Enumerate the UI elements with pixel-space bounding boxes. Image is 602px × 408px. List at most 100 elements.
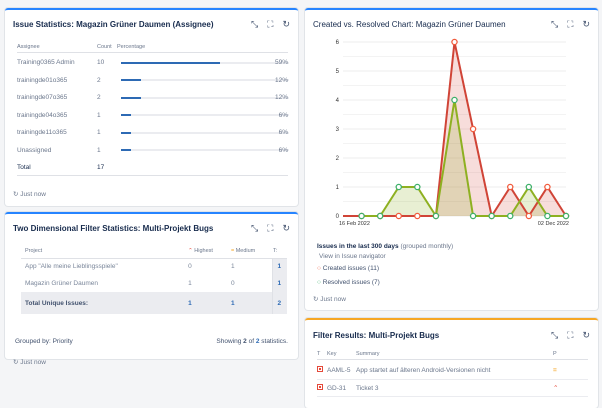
count-link[interactable]: 1 [97,129,101,136]
maximize-icon[interactable]: ⛶ [567,19,574,29]
data-point[interactable] [469,125,477,133]
data-point[interactable] [358,212,365,220]
minimize-icon[interactable]: ⤡ [250,223,259,233]
y-tick-label: 1 [336,185,340,191]
data-point[interactable] [414,183,421,191]
issue-summary-link[interactable]: Ticket 3 [356,384,379,392]
issue-navigator-link[interactable]: View in Issue navigator [319,253,386,260]
series-line [361,99,566,219]
project-link[interactable]: Magazin Grüner Daumen [25,280,98,287]
x-label-start: 16 Feb 2022 [339,221,370,227]
two-dimensional-gadget: Two Dimensional Filter Statistics: Multi… [5,212,298,366]
assignee-link[interactable]: trainingde04o365 [17,111,68,119]
data-point[interactable] [544,183,551,191]
minimize-icon[interactable]: ⤡ [550,19,559,29]
legend-created: ○ Created issues (11) [317,265,379,272]
issue-key-link[interactable]: GD-31 [327,384,347,392]
medium-priority-icon: = [230,247,235,254]
col-medium: Medium [235,247,256,254]
percentage-bar [121,61,289,64]
assignee-link[interactable]: trainingde07o365 [17,94,68,101]
maximize-icon[interactable]: ⛶ [267,223,274,233]
count-link[interactable]: 1 [97,146,101,154]
issue-summary-link[interactable]: App startet auf älteren Android-Versione… [356,366,491,374]
table-row: Unassigned 1 6% [17,142,289,159]
refresh-icon[interactable]: ↻ [13,191,19,198]
medium-priority-icon: = [553,366,557,374]
count-link[interactable]: 1 [97,111,101,119]
assignee-link[interactable]: Training0365 Admin [17,59,75,66]
y-tick-label: 4 [336,98,340,104]
data-point[interactable] [506,183,514,191]
gadget-title: Issue Statistics: Magazin Grüner Daumen … [13,20,214,29]
percentage-bar [121,131,289,134]
data-point[interactable] [562,212,570,220]
cell-link[interactable]: 0 [230,280,235,287]
maximize-icon[interactable]: ⛶ [567,330,574,340]
table-row: GD-31 Ticket 3 ⌃ [317,379,588,397]
cell-link[interactable]: 1 [188,280,192,287]
total-label: Total [17,163,31,171]
legend-resolved: ○ Resolved issues (7) [317,279,380,286]
highest-priority-icon: ⌃ [553,385,559,392]
data-point[interactable] [432,212,440,220]
data-point[interactable] [488,212,495,220]
percentage-bar [121,114,289,116]
data-point[interactable] [451,38,458,46]
minimize-icon[interactable]: ⤡ [250,19,259,29]
bug-icon [317,366,327,374]
cell-link[interactable]: 0 [188,263,192,271]
percentage-bar [121,96,289,99]
refresh-icon[interactable]: ↻ [313,296,319,303]
project-link[interactable]: App "Alle meine Lieblingsspiele" [25,263,118,271]
cell-link[interactable]: 1 [188,299,192,307]
col-key: Key [327,350,337,357]
minimize-icon[interactable]: ⤡ [550,330,559,340]
cell-link[interactable]: 1 [230,299,235,307]
issue-key-link[interactable]: AAML-5 [327,366,351,374]
col-summary: Summary [356,350,380,357]
refresh-icon[interactable]: ↻ [282,223,290,233]
data-point[interactable] [525,212,533,220]
assignee-link[interactable]: Unassigned [17,146,52,154]
cell-link[interactable]: 1 [272,258,287,275]
resolved-marker-icon: ○ [317,279,321,286]
count-link[interactable]: 2 [97,94,101,101]
maximize-icon[interactable]: ⛶ [267,19,274,29]
refresh-icon[interactable]: ↻ [582,330,590,340]
data-point[interactable] [376,212,384,220]
table-row: trainingde07o365 2 12% [17,89,289,106]
col-assignee: Assignee [17,43,40,50]
col-type: T [317,350,321,357]
table-row: AAML-5 App startet auf älteren Android-V… [317,361,588,379]
updated-text: Just now [20,359,46,366]
percentage-value: 6% [278,111,288,119]
data-point[interactable] [395,183,403,191]
refresh-icon[interactable]: ↻ [582,19,590,29]
data-point[interactable] [525,183,533,191]
refresh-icon[interactable]: ↻ [13,359,19,366]
legend-title: Issues in the last 300 days (grouped mon… [317,243,454,250]
gadget-title: Filter Results: Multi-Projekt Bugs [313,331,440,340]
count-link[interactable]: 2 [97,76,101,84]
table-row: Training0365 Admin 10 59% [17,54,289,71]
table-row: trainingde04o365 1 6% [17,107,289,124]
data-point[interactable] [506,212,514,220]
assignee-link[interactable]: trainingde01o365 [17,76,68,84]
refresh-icon[interactable]: ↻ [282,19,290,29]
data-point[interactable] [451,96,458,104]
cell-link[interactable]: 1 [230,263,235,271]
y-tick-label: 6 [336,40,340,46]
data-point[interactable] [544,212,551,220]
cell-link[interactable]: 2 [272,292,287,314]
assignee-link[interactable]: trainingde11o365 [17,129,67,136]
percentage-value: 12% [274,76,288,84]
count-link[interactable]: 10 [97,59,105,66]
showing-text: Showing 2 of 2 statistics. [216,338,288,345]
data-point[interactable] [395,212,403,220]
col-project: Project [25,247,43,254]
data-point[interactable] [414,212,421,220]
cell-link[interactable]: 1 [272,275,287,292]
data-point[interactable] [469,212,477,220]
percentage-value: 6% [278,129,288,136]
